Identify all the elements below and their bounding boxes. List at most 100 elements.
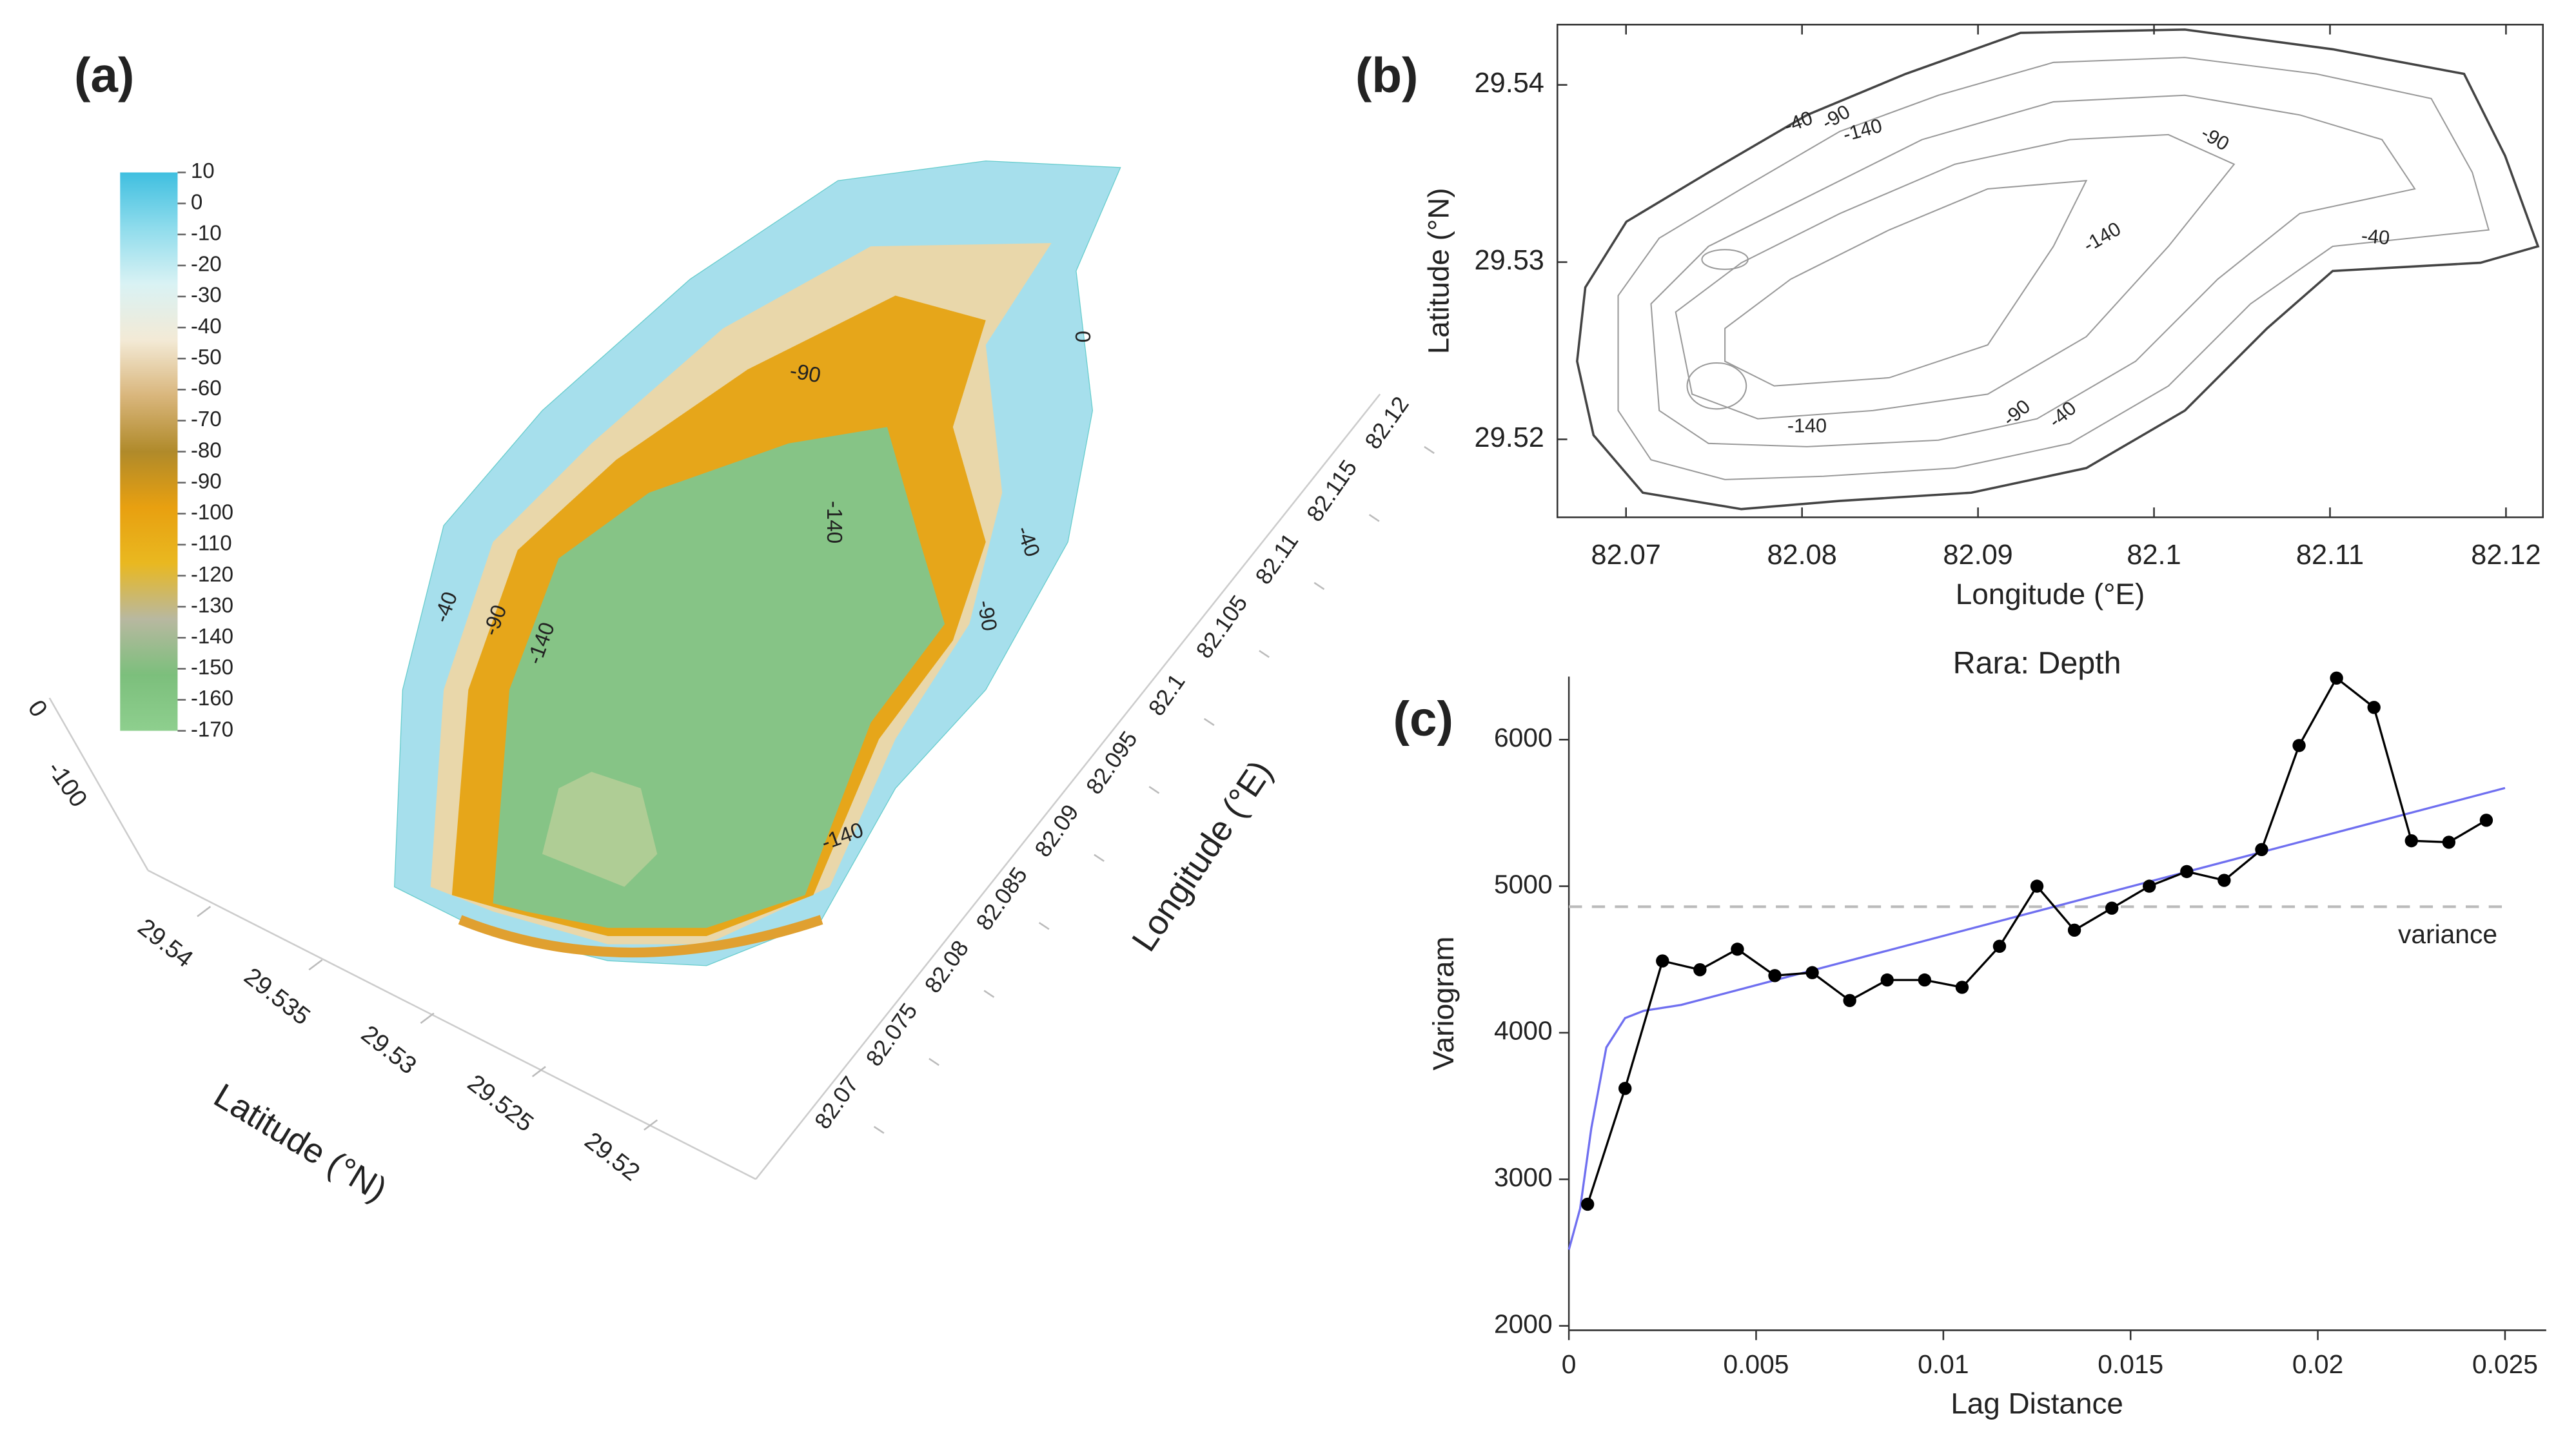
data-point — [1880, 973, 1894, 987]
x-tick-label: 0.015 — [2098, 1349, 2163, 1379]
data-point — [2105, 901, 2119, 915]
data-point — [1580, 1197, 1595, 1211]
x-tick — [873, 1126, 885, 1134]
contour-label: -40 — [2361, 225, 2391, 249]
data-point — [1731, 943, 1744, 956]
x-tick-label: 0.01 — [1918, 1349, 1969, 1379]
x-tick-label: 82.105 — [1191, 591, 1252, 663]
data-point — [2217, 874, 2231, 887]
x-tick-label: 0.02 — [2292, 1349, 2343, 1379]
x-tick-label: 82.095 — [1081, 727, 1142, 799]
x-tick-label: 0 — [1562, 1349, 1577, 1379]
y-axis-label: Variogram — [1426, 936, 1460, 1070]
y-tick-label: 29.525 — [462, 1069, 539, 1137]
contour-lines — [1576, 28, 2540, 511]
x-axis-label: Longitude (°E) — [1956, 577, 2145, 611]
y-tick — [644, 1119, 658, 1131]
contour-label: -90 — [788, 359, 823, 388]
x-tick — [1259, 650, 1270, 658]
colorbar-tick-label: -160 — [191, 687, 233, 710]
surface — [394, 161, 1121, 966]
data-point — [2255, 843, 2268, 856]
data-point — [2442, 836, 2456, 849]
y-tick-label: 29.54 — [1475, 68, 1544, 99]
x-tick-label: 82.085 — [971, 863, 1032, 935]
data-point — [1992, 939, 2007, 953]
data-point — [1618, 1082, 1632, 1095]
y-tick-label: 29.535 — [239, 963, 315, 1031]
plot-frame — [1557, 23, 2544, 518]
z-tick-label: 0 — [23, 695, 53, 722]
y-tick-label: 29.54 — [133, 914, 199, 973]
data-point — [1656, 954, 1669, 968]
colorbar-tick-label: -20 — [191, 253, 222, 277]
z-axis — [48, 698, 149, 871]
contour-label: -40 — [1782, 107, 1816, 137]
colorbar-tick-label: 0 — [191, 190, 202, 214]
x-tick-label: 82.11 — [1250, 529, 1303, 589]
colorbar-tick-label: -170 — [191, 718, 233, 741]
x-tick-label: 0.025 — [2472, 1349, 2538, 1379]
colorbar-tick-label: -80 — [191, 438, 222, 462]
x-tick — [1038, 922, 1050, 930]
variance-label: variance — [2398, 919, 2497, 949]
data-point — [2404, 834, 2418, 848]
colorbar-tick-label: -110 — [191, 532, 232, 556]
x-tick — [1313, 582, 1325, 591]
contour-label: -40 — [2045, 397, 2081, 432]
contour-label: -140 — [1787, 415, 1827, 436]
data-point — [1768, 969, 1782, 982]
panel-label: (a) — [74, 48, 134, 103]
colorbar-tick-label: -130 — [191, 594, 233, 618]
colorbar-tick-label: -90 — [191, 469, 222, 493]
colorbar-tick-label: -10 — [191, 221, 222, 245]
y-tick — [197, 906, 211, 917]
x-tick-label: 82.09 — [1030, 800, 1084, 862]
colorbar-tick-label: -40 — [191, 315, 222, 338]
x-axis — [755, 393, 1381, 1180]
y-tick-label: 29.53 — [356, 1020, 422, 1080]
panel-label: (b) — [1355, 48, 1419, 103]
x-axis-label: Longitude (°E) — [1125, 754, 1280, 958]
chart-title: Rara: Depth — [1953, 645, 2121, 680]
x-tick-label: 0.005 — [1723, 1349, 1789, 1379]
y-tick — [531, 1066, 546, 1077]
x-tick — [1094, 854, 1105, 862]
x-tick-label: 82.09 — [1943, 540, 2012, 571]
colorbar-tick-label: -70 — [191, 407, 222, 431]
y-tick-label: 29.52 — [1475, 422, 1544, 453]
contour-label: -140 — [2079, 218, 2125, 257]
y-tick-label: 29.52 — [580, 1127, 645, 1187]
x-tick-label: 82.08 — [919, 935, 974, 997]
colorbar-tick-label: -100 — [191, 501, 233, 525]
x-tick-label: 82.12 — [1360, 392, 1414, 454]
y-tick-label: 3000 — [1494, 1162, 1553, 1192]
data-point — [1693, 963, 1707, 977]
data-point — [2292, 739, 2306, 752]
colorbar-tick-label: -60 — [191, 376, 222, 400]
contour-label: -90 — [972, 598, 1001, 633]
x-tick-label: 82.115 — [1302, 455, 1362, 526]
x-tick-label: 82.1 — [1143, 669, 1190, 721]
data-point — [2330, 671, 2343, 685]
x-tick-label: 82.1 — [2127, 540, 2181, 571]
colorbar-tick-label: 10 — [191, 159, 215, 183]
x-tick-label: 82.07 — [1591, 540, 1661, 571]
colorbar-tick-label: -50 — [191, 346, 222, 369]
y-axis-label: Latitude (°N) — [208, 1077, 393, 1209]
data-point — [2367, 701, 2381, 714]
colorbar-tick-label: -150 — [191, 656, 233, 679]
data-point — [1843, 993, 1856, 1008]
y-tick-label: 6000 — [1494, 723, 1553, 752]
colorbar-tick-label: -30 — [191, 284, 222, 308]
series-line — [1586, 676, 2487, 1205]
data-point — [2479, 814, 2493, 827]
x-tick-label: 82.08 — [1767, 540, 1836, 571]
y-tick-label: 5000 — [1494, 869, 1553, 899]
contour-label: 0 — [1070, 331, 1094, 342]
colorbar — [120, 172, 178, 731]
x-tick — [1424, 445, 1435, 455]
y-tick — [420, 1012, 435, 1024]
data-point — [2067, 923, 2081, 937]
